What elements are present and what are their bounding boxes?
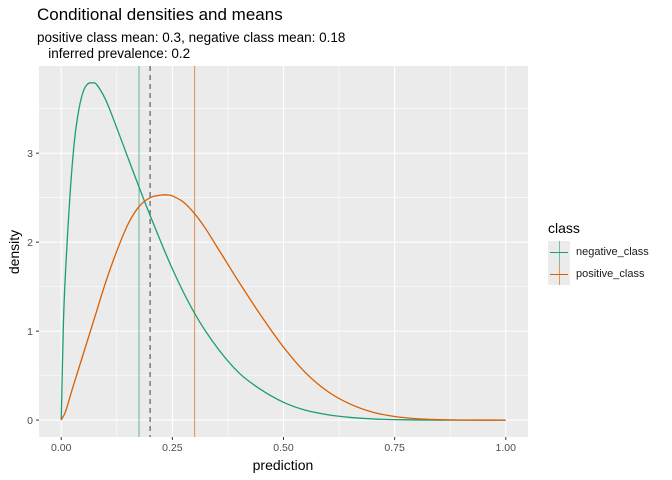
legend: class negative_class positive_class [548, 220, 649, 285]
y-axis-title: density [6, 230, 22, 274]
legend-item-positive-class: positive_class [548, 263, 649, 285]
legend-label-negative-class: negative_class [576, 246, 649, 258]
y-tick-label: 3 [27, 148, 33, 160]
legend-label-positive-class: positive_class [576, 268, 645, 280]
y-tick-label: 2 [27, 237, 33, 249]
x-axis: 0.00 0.25 0.50 0.75 1.00 [51, 437, 516, 454]
x-tick-label: 1.00 [496, 442, 517, 454]
y-tick-label: 1 [27, 326, 33, 338]
legend-item-negative-class: negative_class [548, 241, 649, 263]
y-tick-label: 0 [27, 415, 33, 427]
density-series [60, 82, 506, 421]
x-tick-label: 0.75 [384, 442, 405, 454]
x-axis-title: prediction [253, 457, 314, 473]
legend-key-line [550, 273, 568, 275]
series-line-positive-class [60, 194, 506, 421]
legend-key-negative-class [548, 241, 570, 263]
mean-lines [138, 66, 196, 437]
chart-subtitle: positive class mean: 0.3, negative class… [37, 30, 346, 61]
legend-key-positive-class [548, 263, 570, 285]
x-tick-label: 0.25 [162, 442, 183, 454]
y-axis: 0 1 2 3 [27, 148, 39, 427]
x-tick-label: 0.50 [273, 442, 294, 454]
series-line-negative-class [60, 82, 506, 421]
x-tick-label: 0.00 [51, 442, 72, 454]
legend-title: class [548, 220, 580, 236]
grid-major [39, 66, 528, 437]
chart-title: Conditional densities and means [37, 5, 283, 24]
legend-key-line [550, 251, 568, 253]
